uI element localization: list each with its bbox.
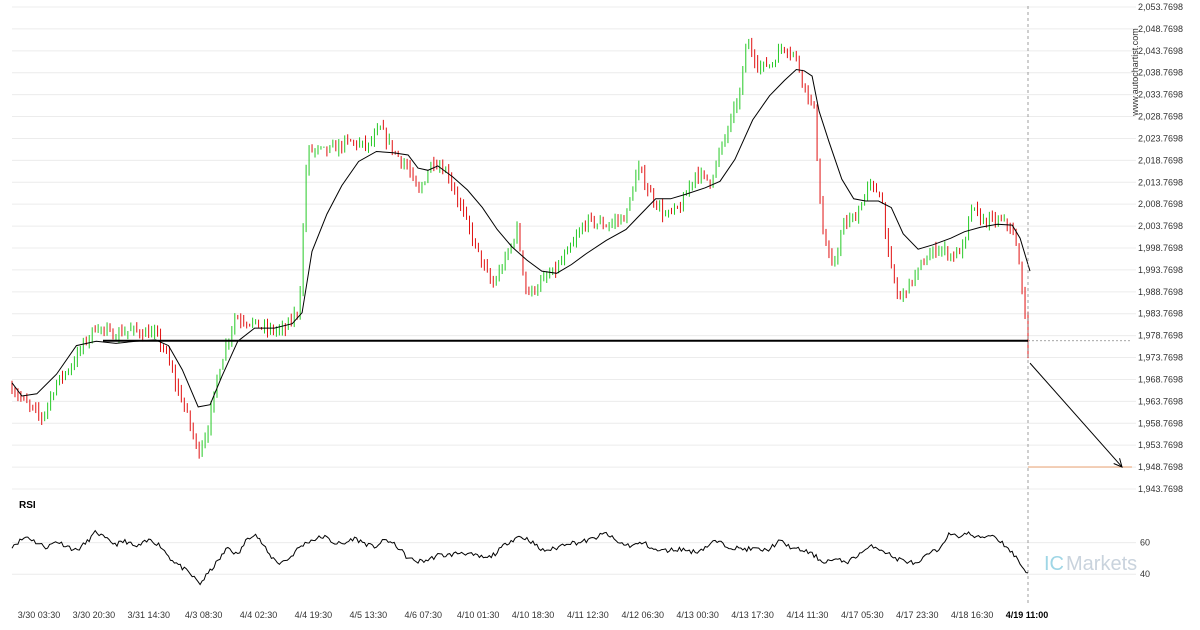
time-tick-label: 4/14 11:30 (787, 610, 829, 620)
rsi-line (11, 529, 1029, 586)
time-tick-label: 3/30 03:30 (18, 610, 61, 620)
time-tick-label: 4/6 07:30 (404, 610, 442, 620)
time-tick-label: 4/19 11:00 (1006, 610, 1049, 620)
watermark: www.autochartist.com (1130, 28, 1140, 117)
time-tick-label: 4/18 16:30 (951, 610, 994, 620)
time-tick-label: 4/13 00:30 (676, 610, 719, 620)
price-tick-label: 1,948.7698 (1138, 462, 1183, 472)
price-tick-label: 1,983.7698 (1138, 309, 1183, 319)
price-tick-label: 1,958.7698 (1138, 418, 1183, 428)
time-tick-label: 4/12 06:30 (622, 610, 665, 620)
price-tick-label: 2,023.7698 (1138, 133, 1183, 143)
candlestick-series (11, 37, 1029, 459)
brand-logo: IC Markets (1044, 553, 1137, 575)
price-tick-label: 2,048.7698 (1138, 24, 1183, 34)
price-tick-label: 1,998.7698 (1138, 243, 1183, 253)
time-tick-label: 4/17 05:30 (841, 610, 884, 620)
price-tick-label: 1,953.7698 (1138, 440, 1183, 450)
price-tick-label: 1,963.7698 (1138, 396, 1183, 406)
projection-arrow-head (1113, 458, 1123, 468)
rsi-grid (12, 542, 1136, 575)
price-tick-label: 2,013.7698 (1138, 177, 1183, 187)
price-tick-label: 2,033.7698 (1138, 90, 1183, 100)
price-tick-label: 1,978.7698 (1138, 331, 1183, 341)
price-tick-label: 2,043.7698 (1138, 46, 1183, 56)
price-axis: 2,053.7698 2,048.7698 2,043.7698 2,038.7698… (1138, 2, 1183, 494)
time-tick-label: 3/30 20:30 (73, 610, 116, 620)
time-tick-label: 4/5 13:30 (350, 610, 388, 620)
time-tick-label: 3/31 14:30 (128, 610, 171, 620)
rsi-tick-label: 60 (1140, 538, 1150, 548)
time-tick-label: 4/4 02:30 (240, 610, 278, 620)
time-axis: 3/30 03:30 3/30 20:30 3/31 14:30 4/3 08:30 4… (18, 610, 1049, 620)
brand-logo-prefix: IC (1044, 553, 1064, 575)
moving-average-line (11, 68, 1031, 408)
rsi-panel-title: RSI (19, 500, 36, 511)
price-tick-label: 2,003.7698 (1138, 221, 1183, 231)
price-grid (12, 6, 1136, 490)
projection-arrow-shaft (1029, 362, 1123, 468)
price-tick-label: 2,008.7698 (1138, 199, 1183, 209)
time-tick-label: 4/3 08:30 (185, 610, 223, 620)
price-tick-label: 2,038.7698 (1138, 68, 1183, 78)
price-tick-label: 1,973.7698 (1138, 353, 1183, 363)
price-tick-label: 1,943.7698 (1138, 484, 1183, 494)
brand-logo-name: Markets (1066, 553, 1137, 575)
price-tick-label: 1,993.7698 (1138, 265, 1183, 275)
price-tick-label: 1,968.7698 (1138, 374, 1183, 384)
time-tick-label: 4/4 19:30 (295, 610, 333, 620)
time-tick-label: 4/10 18:30 (512, 610, 555, 620)
rsi-axis: 60 40 (1140, 538, 1150, 580)
rsi-tick-label: 40 (1140, 569, 1150, 579)
price-tick-label: 1,988.7698 (1138, 287, 1183, 297)
projection-arrow (1029, 362, 1123, 468)
price-tick-label: 2,018.7698 (1138, 155, 1183, 165)
time-tick-label: 4/13 17:30 (731, 610, 774, 620)
price-tick-label: 2,028.7698 (1138, 112, 1183, 122)
time-tick-label: 4/10 01:30 (457, 610, 500, 620)
time-tick-label: 4/17 23:30 (896, 610, 939, 620)
price-tick-label: 2,053.7698 (1138, 2, 1183, 12)
time-tick-label: 4/11 12:30 (567, 610, 609, 620)
